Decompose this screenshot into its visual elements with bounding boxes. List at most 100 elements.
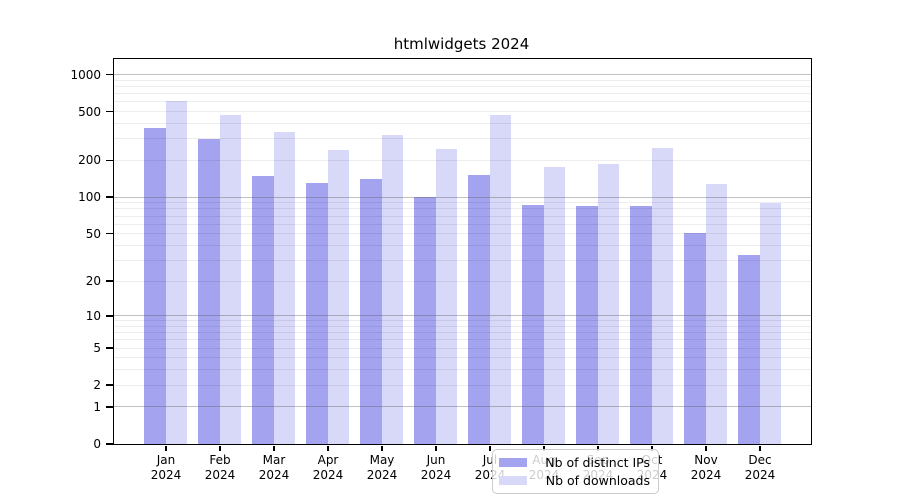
y-axis-tick-0 (105, 443, 113, 445)
gridline-60 (114, 223, 811, 225)
plot-area: 1000 500 200 100 50 20 10 5 2 1 0 Jan 2024 Feb 2024 Mar… (70, 58, 812, 494)
x-axis-label-feb-2024: Feb 2024 (204, 453, 236, 482)
bar-nb-of-distinct-ips-nov (684, 232, 706, 444)
gridline-1000 (114, 74, 811, 75)
y-axis-tick-label-500: 500 (78, 104, 101, 119)
bar-nb-of-distinct-ips-sep (576, 206, 598, 444)
y-axis-tick-500 (105, 110, 113, 113)
bar-nb-of-downloads-mar (273, 132, 295, 444)
y-axis-tick-100 (105, 196, 113, 198)
y-axis-tick-label-50: 50 (85, 226, 101, 241)
axis-ticks-layer: 1000 500 200 100 50 20 10 5 2 1 0 Jan 2024 Feb 2024 Mar… (70, 59, 811, 483)
legend: Nb of distinct IPs Nb of downloads (492, 449, 659, 494)
bar-nb-of-downloads-dec (759, 203, 781, 444)
bar-nb-of-distinct-ips-feb (198, 138, 220, 444)
bar-nb-of-distinct-ips-apr (306, 183, 328, 444)
y-axis-tick-10 (105, 315, 113, 317)
x-axis-label-mar-2024: Mar 2024 (258, 453, 290, 482)
bar-nb-of-downloads-feb (219, 115, 241, 444)
x-axis-label-may-2024: May 2024 (366, 453, 398, 482)
x-axis-tick-jul-2024 (489, 445, 491, 451)
legend-label-distinct-ips: Nb of distinct IPs (545, 455, 650, 470)
x-axis-tick-dec-2024 (759, 445, 761, 451)
y-axis-tick-label-5: 5 (93, 341, 101, 356)
x-axis-tick-jun-2024 (435, 445, 437, 451)
gridline-900 (114, 79, 811, 81)
y-axis-tick-label-1: 1 (93, 399, 101, 414)
bars-layer (114, 59, 811, 444)
y-axis-tick-label-0: 0 (93, 437, 101, 451)
gridline-5 (114, 347, 811, 349)
y-axis-tick-label-100: 100 (78, 190, 101, 205)
bar-nb-of-downloads-may (381, 134, 403, 444)
x-axis-tick-sep-2024 (597, 445, 599, 451)
gridlines-layer (114, 59, 811, 444)
x-axis-tick-jan-2024 (165, 445, 167, 451)
gridline-8 (114, 325, 811, 327)
y-axis-tick-20 (105, 280, 113, 282)
x-axis-tick-nov-2024 (705, 445, 707, 451)
gridline-30 (114, 259, 811, 261)
gridline-10 (114, 315, 811, 317)
legend-label-downloads: Nb of downloads (545, 473, 650, 488)
x-axis-tick-may-2024 (381, 445, 383, 451)
gridline-800 (114, 85, 811, 87)
gridline-90 (114, 202, 811, 204)
y-axis-tick-label-10: 10 (85, 308, 101, 323)
bar-nb-of-downloads-oct (651, 147, 673, 444)
bar-nb-of-distinct-ips-dec (738, 255, 760, 444)
gridline-40 (114, 244, 811, 246)
x-axis-tick-feb-2024 (219, 445, 221, 451)
y-axis-tick-1 (105, 406, 113, 408)
chart-title: htmlwidgets 2024 (393, 35, 530, 53)
bar-nb-of-downloads-jun (435, 148, 457, 444)
y-axis-tick-label-20: 20 (85, 274, 101, 289)
gridline-1 (114, 406, 811, 408)
gridline-6 (114, 339, 811, 341)
gridline-2 (114, 384, 811, 386)
x-axis-label-jun-2024: Jun 2024 (420, 453, 452, 482)
x-axis-tick-apr-2024 (327, 445, 329, 451)
gridline-7 (114, 332, 811, 334)
gridline-100 (114, 196, 811, 198)
x-axis-tick-oct-2024 (651, 445, 653, 451)
gridline-600 (114, 101, 811, 103)
legend-swatch-distinct-ips (499, 458, 527, 467)
y-axis-tick-200 (105, 159, 113, 162)
y-axis-tick-label-2: 2 (93, 378, 101, 393)
gridline-70 (114, 215, 811, 217)
x-axis-label-dec-2024: Dec 2024 (744, 453, 776, 482)
gridline-80 (114, 208, 811, 210)
x-axis-tick-mar-2024 (273, 445, 275, 451)
gridline-20 (114, 280, 811, 282)
y-axis-tick-label-200: 200 (78, 153, 101, 168)
bar-nb-of-downloads-jul (489, 115, 511, 444)
bar-nb-of-distinct-ips-aug (522, 204, 544, 444)
bar-nb-of-distinct-ips-jun (414, 197, 436, 444)
y-axis-tick-50 (105, 232, 113, 235)
bar-nb-of-distinct-ips-oct (630, 206, 652, 444)
y-axis-tick-2 (105, 384, 113, 386)
bar-nb-of-distinct-ips-jan (144, 128, 166, 444)
bar-nb-of-downloads-nov (705, 184, 727, 444)
bar-nb-of-downloads-apr (327, 150, 349, 444)
legend-item-distinct-ips: Nb of distinct IPs (499, 455, 650, 470)
gridline-400 (114, 122, 811, 124)
x-axis-label-jan-2024: Jan 2024 (150, 453, 182, 482)
bar-nb-of-distinct-ips-mar (252, 175, 274, 444)
bar-nb-of-downloads-sep (597, 163, 619, 444)
legend-swatch-downloads (499, 476, 527, 485)
gridline-3 (114, 369, 811, 371)
bar-nb-of-downloads-aug (543, 166, 565, 444)
y-axis-tick-5 (105, 347, 113, 349)
y-axis-tick-1000 (105, 73, 113, 76)
gridline-700 (114, 93, 811, 95)
bar-nb-of-downloads-jan (165, 101, 187, 444)
x-axis-tick-aug-2024 (543, 445, 545, 451)
bar-nb-of-distinct-ips-may (360, 179, 382, 444)
x-axis-label-nov-2024: Nov 2024 (690, 453, 722, 482)
x-axis-label-apr-2024: Apr 2024 (312, 453, 344, 482)
bar-nb-of-distinct-ips-jul (468, 174, 490, 444)
gridline-200 (114, 159, 811, 161)
